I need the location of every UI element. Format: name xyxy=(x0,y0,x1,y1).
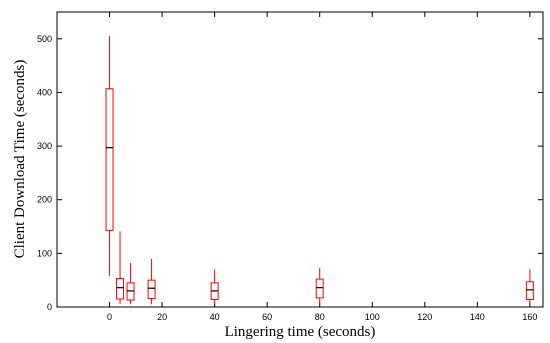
x-tick-label: 20 xyxy=(157,312,167,322)
plot-frame xyxy=(56,11,544,308)
y-tick-label: 100 xyxy=(37,248,52,258)
x-tick-label: 100 xyxy=(365,312,380,322)
box-group xyxy=(105,36,114,276)
y-tick-label: 200 xyxy=(37,195,52,205)
box-iqr xyxy=(105,88,114,231)
box-iqr xyxy=(315,278,324,299)
box-iqr xyxy=(147,279,156,299)
y-tick-label: 0 xyxy=(47,302,52,312)
x-axis-title: Lingering time (seconds) xyxy=(225,324,376,340)
box-group xyxy=(525,269,534,305)
x-tick-label: 40 xyxy=(210,312,220,322)
box-series xyxy=(105,36,534,305)
x-tick-label: 140 xyxy=(470,312,485,322)
box-group xyxy=(315,267,324,305)
box-group xyxy=(147,258,156,305)
x-tick-label: 80 xyxy=(315,312,325,322)
y-tick-label: 400 xyxy=(37,87,52,97)
box-iqr xyxy=(116,278,125,300)
y-axis-title: Client Download Time (seconds) xyxy=(12,60,28,259)
y-tick-label: 500 xyxy=(37,34,52,44)
x-tick-label: 60 xyxy=(262,312,272,322)
box-group xyxy=(116,231,125,305)
x-axis-ticks: 0 20 40 60 80 100 120 140 160 xyxy=(107,12,537,322)
box-iqr xyxy=(525,281,534,300)
y-axis-ticks: 0 100 200 300 400 500 xyxy=(37,34,543,312)
x-tick-label: 0 xyxy=(107,312,112,322)
box-group xyxy=(126,263,135,305)
box-group xyxy=(210,269,219,305)
x-tick-label: 120 xyxy=(417,312,432,322)
y-tick-label: 300 xyxy=(37,141,52,151)
x-tick-label: 160 xyxy=(522,312,537,322)
